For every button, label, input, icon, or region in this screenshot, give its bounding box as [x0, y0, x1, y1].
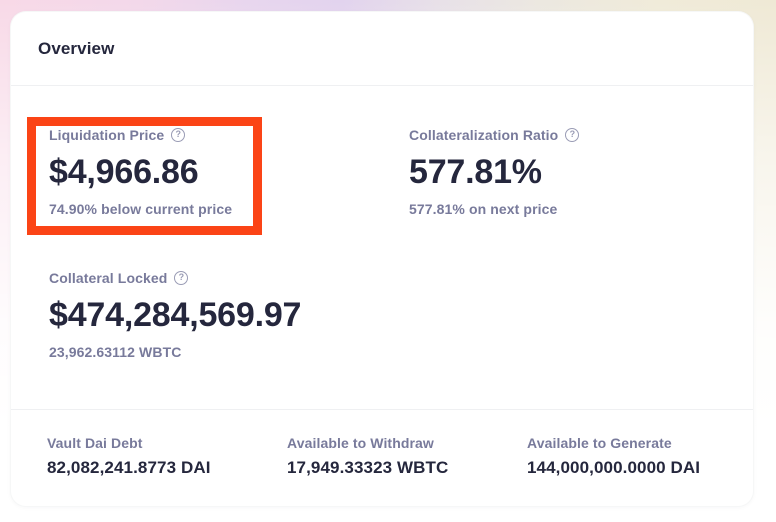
overview-card: Overview Liquidation Price ? $4,966.86 7…	[10, 11, 754, 507]
card-header: Overview	[11, 12, 753, 86]
help-icon[interactable]: ?	[171, 127, 186, 142]
vault-dai-debt-label: Vault Dai Debt	[47, 435, 143, 451]
stat-collateralization-ratio: Collateralization Ratio ? 577.81% 577.81…	[409, 126, 715, 217]
stat-label-row: Liquidation Price ?	[49, 126, 409, 143]
card-footer: Vault Dai Debt 82,082,241.8773 DAI Avail…	[11, 409, 753, 478]
help-icon[interactable]: ?	[565, 127, 580, 142]
collateralization-ratio-value: 577.81%	[409, 153, 542, 191]
footer-item-available-to-withdraw: Available to Withdraw 17,949.33323 WBTC	[287, 435, 527, 478]
liquidation-price-value: $4,966.86	[49, 153, 199, 191]
liquidation-price-label: Liquidation Price	[49, 126, 165, 143]
help-icon[interactable]: ?	[174, 270, 189, 285]
available-to-withdraw-label: Available to Withdraw	[287, 435, 434, 451]
page-title: Overview	[38, 38, 115, 58]
stats-grid: Liquidation Price ? $4,966.86 74.90% bel…	[11, 86, 753, 360]
liquidation-price-subtext: 74.90% below current price	[49, 201, 233, 217]
stat-label-row: Collateralization Ratio ?	[409, 126, 715, 143]
collateralization-ratio-subtext: 577.81% on next price	[409, 201, 558, 217]
footer-item-available-to-generate: Available to Generate 144,000,000.0000 D…	[527, 435, 717, 478]
stat-label-row: Collateral Locked ?	[49, 269, 409, 286]
available-to-generate-value: 144,000,000.0000 DAI	[527, 458, 701, 477]
stat-collateral-locked: Collateral Locked ? $474,284,569.97 23,9…	[49, 269, 409, 361]
available-to-generate-label: Available to Generate	[527, 435, 672, 451]
collateralization-ratio-label: Collateralization Ratio	[409, 126, 559, 143]
collateral-locked-label: Collateral Locked	[49, 269, 168, 286]
vault-dai-debt-value: 82,082,241.8773 DAI	[47, 458, 211, 477]
available-to-withdraw-value: 17,949.33323 WBTC	[287, 458, 449, 477]
collateral-locked-subtext: 23,962.63112 WBTC	[49, 344, 182, 360]
collateral-locked-value: $474,284,569.97	[49, 296, 302, 334]
stat-liquidation-price: Liquidation Price ? $4,966.86 74.90% bel…	[49, 126, 409, 218]
footer-item-vault-dai-debt: Vault Dai Debt 82,082,241.8773 DAI	[47, 435, 287, 478]
